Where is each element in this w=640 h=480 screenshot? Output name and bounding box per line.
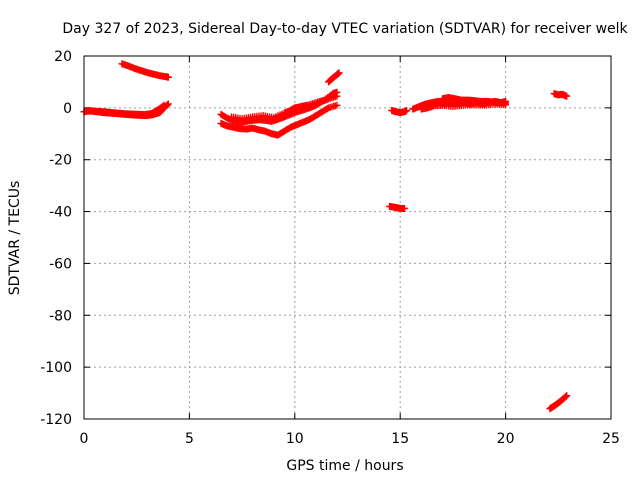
series-arc-3b [217, 101, 341, 139]
series-arc-1b [84, 101, 168, 119]
data-point [335, 69, 343, 77]
series-arc-3c [228, 88, 341, 123]
chart-title: Day 327 of 2023, Sidereal Day-to-day VTE… [62, 21, 628, 37]
y-tick-label: -20 [49, 153, 72, 169]
x-tick-label: 0 [80, 431, 89, 447]
data-point [562, 392, 570, 400]
series-arc-9 [546, 392, 571, 413]
y-tick-label: -60 [49, 256, 72, 272]
data-point [403, 106, 411, 114]
x-axis-label: GPS time / hours [286, 458, 403, 474]
data-point [563, 92, 571, 100]
data-marks [80, 60, 571, 413]
data-point [333, 88, 341, 96]
plot-frame [83, 55, 612, 420]
data-point [333, 101, 341, 109]
data-point [502, 101, 510, 109]
x-tick-label: 25 [602, 431, 620, 447]
x-tick-label: 5 [185, 431, 194, 447]
x-tick-label: 20 [497, 431, 515, 447]
y-tick-label: -40 [49, 205, 72, 221]
y-tick-label: 20 [54, 49, 72, 65]
series-arc-7c [417, 100, 510, 113]
series-arc-4 [325, 69, 343, 86]
grid-lines [84, 56, 611, 419]
data-point [400, 204, 408, 212]
x-tick-label: 10 [286, 431, 304, 447]
y-tick-label: -80 [49, 308, 72, 324]
series-arc-5 [386, 202, 408, 212]
series-arc-2 [118, 60, 172, 81]
y-axis-label: SDTVAR / TECUs [7, 181, 23, 296]
series-arc-6 [388, 106, 411, 117]
data-point [164, 100, 172, 108]
y-tick-label: -100 [40, 360, 72, 376]
x-tick-label: 15 [391, 431, 409, 447]
series-arc-8 [550, 90, 571, 100]
data-point [164, 73, 172, 81]
data-point [563, 392, 571, 400]
y-tick-label: -120 [40, 412, 72, 428]
y-tick-label: 0 [63, 101, 72, 117]
data-point [159, 102, 167, 110]
data-point [160, 101, 168, 109]
